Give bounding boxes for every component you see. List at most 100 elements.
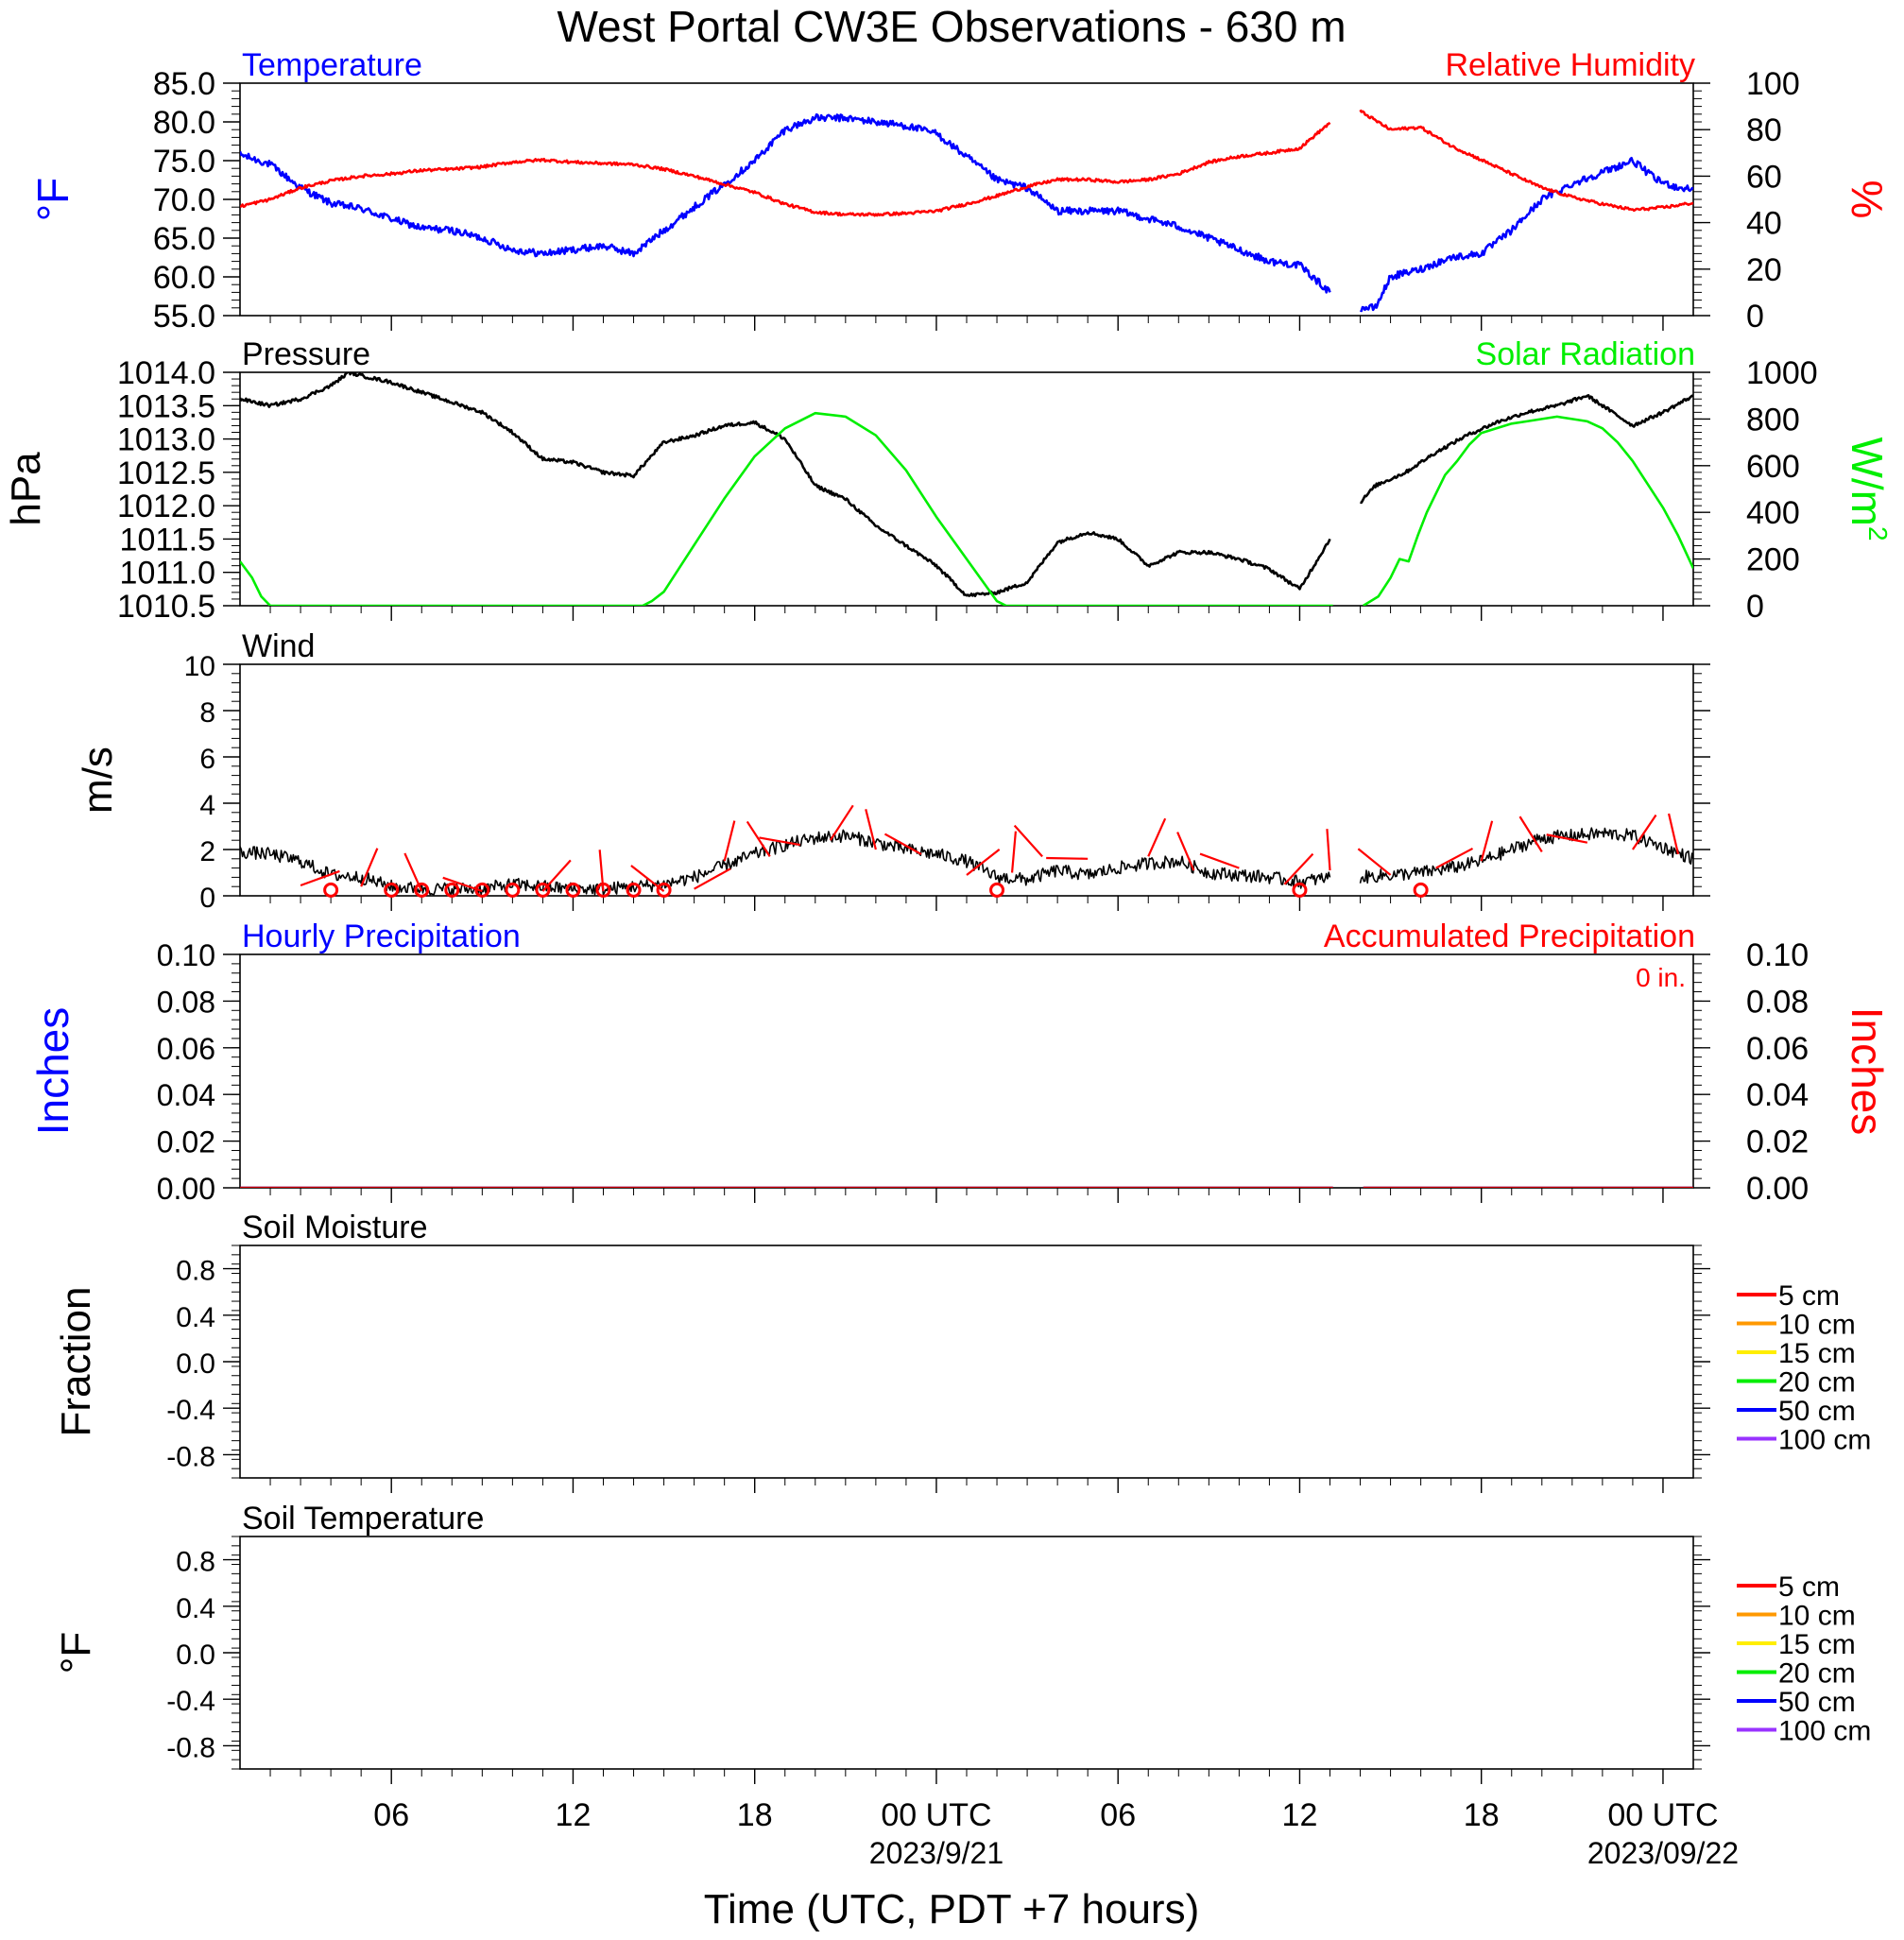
plot-area (240, 109, 1693, 313)
y-tick-label-right: 80 (1746, 112, 1782, 148)
plot-area (240, 372, 1693, 606)
wind-barb (746, 820, 771, 857)
legend-label: 15 cm (1778, 1338, 1856, 1369)
x-tick-label: 06 (1100, 1797, 1136, 1833)
y-axis-label-right: Inches (1843, 1007, 1892, 1136)
calm-wind-marker (565, 882, 581, 898)
y-tick-label-left: 2 (199, 836, 215, 867)
y-tick-label-right: 0.08 (1746, 984, 1809, 1020)
wind-barb (360, 848, 379, 887)
y-axis-label-right-superscript: 2 (1863, 526, 1893, 541)
series-line-relative-humidity (240, 121, 1331, 217)
x-tick-label: 00 UTC (881, 1797, 991, 1833)
x-axis-label: Time (UTC, PDT +7 hours) (704, 1886, 1199, 1932)
wind-barb (883, 833, 922, 855)
panel-title-left: Wind (242, 628, 315, 664)
y-tick-label-right: 0.00 (1746, 1171, 1809, 1207)
y-tick-label-left: 10 (184, 651, 215, 682)
y-tick-label-left: 0.04 (157, 1078, 215, 1112)
series-line-wind (1359, 827, 1693, 884)
y-axis-label-left: °F (28, 178, 77, 222)
wind-barb (1518, 815, 1543, 853)
x-tick-label: 12 (1282, 1797, 1318, 1833)
y-tick-label-right: 600 (1746, 449, 1800, 485)
y-tick-label-left: -0.8 (166, 1732, 215, 1763)
plot-area (240, 827, 1693, 896)
x-tick-label: 06 (373, 1797, 409, 1833)
y-tick-label-left: 8 (199, 697, 215, 729)
calm-wind-marker (323, 882, 339, 898)
calm-wind-marker (1292, 882, 1308, 898)
x-tick-date-label: 2023/9/21 (869, 1836, 1003, 1870)
y-axis-label-right: % (1843, 180, 1892, 219)
wind-barb (759, 836, 800, 847)
panel-wind: 10 8 6 4 2 0 Wind m/s (75, 628, 1710, 914)
y-tick-label-left: 0.0 (176, 1640, 215, 1671)
y-tick-label-left: 0 (199, 883, 215, 914)
y-tick-label-left: 1011.5 (120, 522, 215, 558)
y-tick-label-left: 70.0 (153, 182, 215, 218)
wind-barb (1546, 833, 1588, 844)
panel-title-right: Solar Radiation (1476, 336, 1695, 372)
panels-group: 85.080.075.070.065.060.055.0100806040200… (3, 47, 1893, 1784)
y-tick-label-right: 20 (1746, 252, 1782, 288)
wind-barb (1199, 852, 1240, 869)
calm-wind-marker (535, 882, 551, 898)
panel-soil_moisture: 0.8 0.4 0.0 -0.4 -0.8 Soil Moisture Fraction 5 … (53, 1210, 1871, 1493)
calm-wind-marker (989, 882, 1005, 898)
wind-barb (1046, 856, 1089, 860)
y-tick-label-left: 0.06 (157, 1032, 215, 1066)
wind-barb (1326, 829, 1331, 871)
wind-barb (1010, 831, 1017, 873)
y-tick-label-left: 80.0 (153, 105, 215, 141)
figure-title: West Portal CW3E Observations - 630 m (557, 2, 1346, 51)
y-axis-label-left: Fraction (53, 1287, 99, 1437)
y-tick-label-left: 1013.0 (117, 422, 215, 458)
legend-label: 100 cm (1778, 1716, 1871, 1747)
wind-barb (865, 809, 877, 850)
y-tick-label-left: 1012.5 (117, 455, 215, 491)
y-tick-label-left: 1011.0 (120, 556, 215, 592)
y-tick-label-left: 0.0 (176, 1348, 215, 1380)
wind-barb (1283, 852, 1314, 885)
wind-barb (966, 848, 1001, 876)
wind-barb (1176, 832, 1195, 871)
series-line-temperature (1359, 156, 1693, 313)
calm-wind-marker (444, 882, 460, 898)
wind-barb (1435, 847, 1474, 869)
y-tick-label-right: 0 (1746, 589, 1764, 625)
y-tick-label-left: 75.0 (153, 144, 215, 180)
legend-label: 20 cm (1778, 1658, 1856, 1690)
x-tick-date-label: 2023/09/22 (1587, 1836, 1739, 1870)
wind-barb (1013, 824, 1043, 858)
calm-wind-marker (505, 882, 521, 898)
y-axis-label-left: °F (53, 1632, 99, 1674)
legend-label: 50 cm (1778, 1687, 1856, 1718)
plot-frame (239, 371, 1694, 607)
y-tick-label-right: 400 (1746, 495, 1800, 531)
series-line-solar-radiation (240, 411, 1333, 606)
y-tick-label-left: -0.4 (166, 1395, 215, 1426)
wind-barb (300, 869, 340, 887)
y-tick-label-left: 1012.0 (117, 489, 215, 524)
y-tick-label-left: 1010.5 (117, 589, 215, 625)
legend-label: 15 cm (1778, 1629, 1856, 1660)
series-line-temperature (240, 112, 1331, 294)
plot-frame (239, 82, 1694, 317)
calm-wind-marker (1413, 882, 1429, 898)
legend-label: 100 cm (1778, 1425, 1871, 1456)
y-tick-label-right: 0.10 (1746, 937, 1809, 973)
y-tick-label-left: 0.8 (176, 1256, 215, 1287)
y-tick-label-left: 85.0 (153, 66, 215, 102)
series-line-pressure (240, 372, 1331, 597)
wind-barb (694, 867, 731, 890)
calm-wind-marker (595, 882, 611, 898)
y-tick-label-left: 6 (199, 744, 215, 775)
y-tick-label-left: 0.10 (157, 938, 215, 972)
y-axis-label-left: hPa (3, 452, 49, 526)
x-tick-label: 18 (737, 1797, 773, 1833)
y-tick-label-left: -0.4 (166, 1686, 215, 1717)
y-axis-label-left: m/s (75, 747, 121, 814)
y-tick-label-left: 1013.5 (117, 388, 215, 424)
